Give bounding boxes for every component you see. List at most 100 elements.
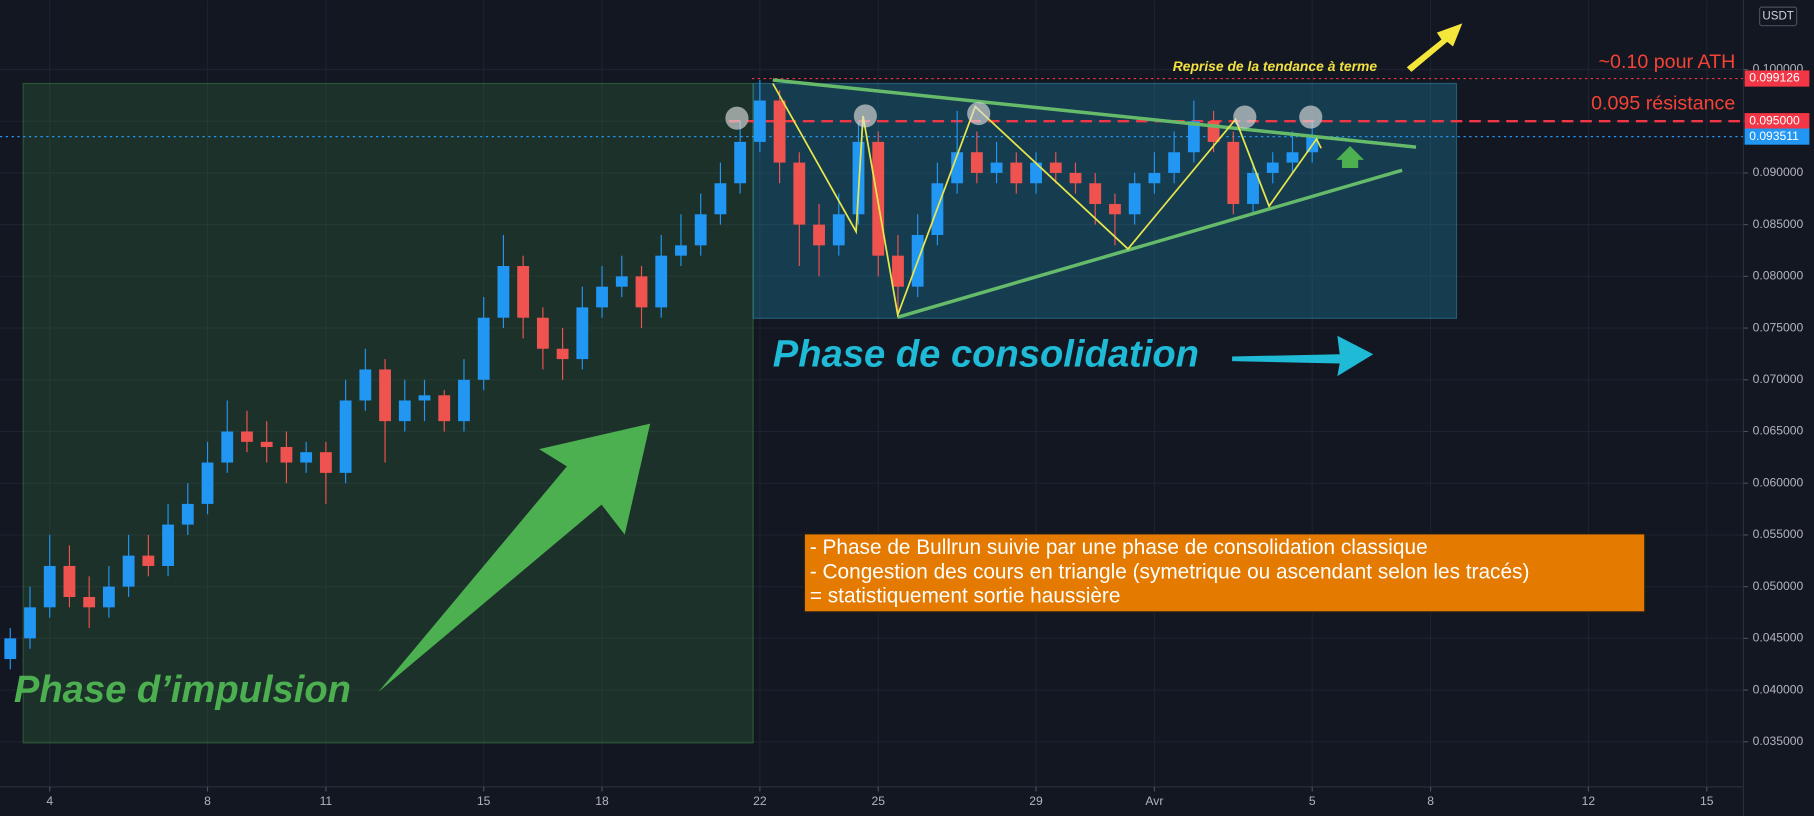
green-arrow — [378, 423, 651, 693]
candle-body — [990, 162, 1003, 173]
y-tick-label: 0.085000 — [1753, 217, 1804, 231]
upper-trendline — [772, 78, 1417, 149]
y-tick-label: 0.055000 — [1753, 527, 1804, 541]
candle-body — [1247, 172, 1259, 204]
candle-body — [181, 503, 194, 525]
candle-body — [773, 100, 786, 163]
price-label: 0.095000 — [1749, 113, 1800, 127]
candle-body — [379, 369, 391, 422]
x-tick-label: 8 — [204, 794, 211, 808]
candle-body — [694, 214, 707, 246]
candle-body — [458, 379, 470, 422]
candle-body — [734, 141, 747, 184]
candle-body — [1266, 162, 1279, 173]
small-up-arrow — [1336, 145, 1364, 168]
candle-body — [418, 395, 431, 401]
note-box — [803, 532, 1646, 614]
candle-body — [1128, 183, 1141, 215]
candle-body — [753, 100, 766, 142]
candle-body — [813, 224, 825, 246]
candle-body — [892, 255, 904, 287]
candle-body — [63, 565, 76, 597]
candle-body — [24, 607, 36, 639]
yellow-arrow — [1406, 23, 1463, 72]
y-tick-label: 0.080000 — [1753, 269, 1804, 283]
candle-body — [536, 317, 549, 349]
candle-body — [714, 183, 727, 215]
candle-body — [438, 395, 451, 422]
candle-body — [635, 276, 648, 308]
axes: 0.035000 0.040000 0.045000 0.050000 0.055000… — [46, 62, 1810, 808]
candle-body — [339, 400, 352, 473]
candle-body — [1089, 183, 1102, 204]
candle-body — [300, 452, 313, 463]
touch-marker — [1299, 105, 1323, 129]
x-tick-label: 15 — [477, 794, 491, 808]
candle-body — [655, 255, 668, 308]
x-tick-label: 29 — [1029, 794, 1043, 808]
x-tick-label: 12 — [1582, 794, 1596, 808]
time-axis-panel — [0, 786, 1744, 816]
candle-body — [1286, 152, 1299, 163]
lower-trendline — [897, 168, 1403, 319]
annotation: 0.095 résistance — [1591, 93, 1735, 115]
candle-body — [83, 596, 96, 608]
candle-body — [142, 555, 155, 566]
candle-body — [162, 524, 174, 566]
x-tick-label: 8 — [1427, 794, 1434, 808]
candle-body — [1207, 121, 1220, 142]
candle-body — [1069, 172, 1082, 184]
note-line: - Congestion des cours en triangle (syme… — [810, 560, 1530, 583]
note-line: = statistiquement sortie haussière — [810, 585, 1121, 608]
candle-body — [43, 565, 56, 608]
x-tick-label: 11 — [320, 794, 333, 808]
candle-body — [832, 214, 845, 246]
candle-body — [497, 266, 510, 318]
candle-body — [280, 447, 293, 463]
candle-body — [517, 266, 530, 318]
x-tick-label: 15 — [1700, 794, 1714, 808]
touch-marker — [967, 102, 991, 126]
candle-body — [260, 441, 273, 448]
candle-body — [1109, 203, 1121, 215]
annotation: ~0.10 pour ATH — [1599, 51, 1736, 73]
price-label: 0.093511 — [1749, 129, 1799, 143]
candle-body — [1187, 121, 1200, 153]
price-label-box — [1744, 128, 1810, 145]
candle-body — [1227, 141, 1240, 204]
touch-marker — [1233, 105, 1257, 129]
candle-body — [398, 400, 411, 422]
touch-marker — [853, 104, 877, 128]
y-tick-label: 0.045000 — [1753, 631, 1804, 645]
candle-body — [477, 317, 490, 380]
zigzag — [772, 83, 1322, 319]
candle-body — [615, 276, 628, 287]
candle-body — [1030, 162, 1042, 184]
x-tick-label: Avr — [1145, 794, 1163, 808]
price-label: 0.099126 — [1749, 71, 1800, 85]
candle-body — [596, 286, 608, 308]
y-tick-label: 0.040000 — [1753, 682, 1804, 696]
y-tick-label: 0.075000 — [1753, 320, 1804, 334]
candle-body — [201, 462, 214, 504]
currency: USDT — [1762, 10, 1793, 22]
candle-body — [1010, 162, 1023, 184]
y-tick-label: 0.060000 — [1753, 475, 1804, 489]
candle-body — [221, 431, 234, 463]
y-tick-label: 0.035000 — [1753, 734, 1804, 748]
annotation: Reprise de la tendance à terme — [1173, 58, 1378, 74]
x-tick-label: 25 — [871, 794, 885, 808]
candle-body — [793, 162, 806, 225]
drawings: Reprise de la tendance à terme ~0.10 pou… — [14, 23, 1736, 711]
candle-body — [122, 555, 135, 587]
x-tick-label: 18 — [595, 794, 609, 808]
note-line: - Phase de Bullrun suivie par une phase … — [810, 536, 1428, 559]
candle-body — [4, 638, 17, 660]
candle-body — [951, 152, 964, 184]
candle-body — [1168, 152, 1181, 173]
y-tick-label: 0.070000 — [1753, 372, 1804, 386]
grid — [0, 0, 1744, 787]
candle-body — [319, 452, 332, 473]
x-tick-label: 4 — [46, 794, 53, 808]
